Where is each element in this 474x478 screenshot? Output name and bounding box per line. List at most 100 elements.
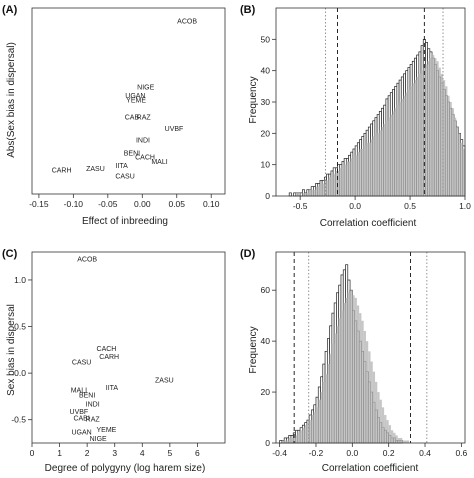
x-tick-label: -0.2	[309, 448, 324, 458]
panel-d-y-ticks: 0 20 40 60	[261, 285, 276, 448]
histogram-bar	[434, 58, 437, 197]
panel-a-ylabel: Abs(Sex bias in dispersal)	[6, 42, 17, 158]
histogram-bar	[297, 192, 301, 196]
x-tick-label: -0.10	[64, 199, 84, 209]
histogram-bar	[372, 371, 376, 443]
point-label: NIGE	[137, 85, 154, 92]
histogram-bar	[309, 420, 312, 443]
panel-a: (A) Abs(Sex bias in dispersal) Effect of…	[2, 4, 226, 227]
histogram-bar	[363, 145, 367, 196]
histogram-bar	[343, 302, 346, 443]
histogram-bar	[377, 392, 380, 443]
x-tick-label: 0.4	[419, 448, 431, 458]
y-tick-label: 40	[261, 66, 271, 76]
histogram-bar	[322, 381, 326, 443]
histogram-bar	[388, 117, 391, 196]
histogram-bar	[357, 152, 360, 196]
point-label: CAB	[125, 115, 140, 122]
histogram-bar	[368, 142, 371, 196]
histogram-bar	[354, 297, 357, 443]
panel-c-ylabel: Sex bias in dispersal	[6, 304, 17, 396]
point-label: IITA	[106, 385, 119, 392]
histogram-bar	[418, 73, 422, 196]
y-tick-label: 40	[261, 336, 271, 346]
histogram-bar	[361, 149, 364, 196]
histogram-bar	[399, 102, 402, 196]
histogram-bar	[372, 136, 375, 196]
histogram-bar	[290, 437, 294, 443]
panel-a-frame	[31, 7, 226, 195]
y-tick-label: 0.5	[14, 322, 26, 332]
histogram-bar	[395, 435, 398, 443]
histogram-bar	[350, 158, 353, 196]
y-tick-label: 0	[265, 191, 270, 201]
histogram-bar	[406, 440, 410, 443]
histogram-bar	[436, 61, 439, 197]
histogram-bar	[385, 120, 389, 196]
histogram-bar	[356, 305, 360, 443]
point-label: RAZ	[86, 417, 101, 424]
point-label: ACOB	[77, 256, 97, 263]
panel-b-xlabel: Correlation coefficient	[320, 218, 417, 229]
point-label: CARH	[99, 354, 119, 361]
histogram-bar	[336, 325, 339, 443]
y-tick-label: 1.0	[14, 275, 26, 285]
panel-b-letter: (B)	[240, 4, 256, 16]
histogram-bar	[306, 422, 310, 443]
histogram-bar	[397, 437, 401, 443]
x-tick-label: -0.05	[98, 199, 118, 209]
histogram-bar	[315, 186, 318, 196]
x-tick-label: 0.5	[404, 201, 416, 211]
panel-c-xlabel: Degree of polygyny (log harem size)	[45, 463, 206, 474]
panel-d-x-ticks: -0.4 -0.2 0.0 0.2 0.4 0.6	[272, 443, 468, 458]
point-label: CARH	[52, 168, 72, 175]
histogram-bar	[304, 192, 307, 196]
histogram-bar	[350, 290, 353, 443]
histogram-bar	[359, 313, 362, 443]
point-label: INDI	[86, 402, 100, 409]
histogram-bar	[425, 64, 428, 197]
panel-b-frame	[275, 7, 466, 197]
panel-c-x-ticks: 0 1 2 3 4 5 6	[30, 443, 200, 458]
histogram-bar	[327, 364, 330, 443]
histogram-bar	[375, 381, 378, 443]
histogram-bar	[438, 67, 441, 197]
panel-b-x-ticks: -0.5 0.0 0.5 1.0	[293, 196, 471, 211]
histogram-bar	[288, 192, 292, 197]
point-label: UVBF	[70, 409, 89, 416]
histogram-bar	[313, 412, 316, 443]
panel-d: (D) Frequency Correlation coefficient -0…	[240, 248, 468, 474]
histogram-bar	[352, 155, 356, 196]
histogram-bar	[322, 183, 325, 196]
histogram-bar	[281, 440, 285, 443]
histogram-bar	[340, 310, 344, 443]
histogram-bar	[366, 142, 369, 196]
x-tick-label: 0.0	[349, 201, 361, 211]
histogram-bar	[313, 189, 316, 196]
histogram-bar	[377, 133, 380, 196]
y-tick-label: 30	[261, 97, 271, 107]
histogram-bar	[449, 102, 452, 196]
histogram-bar	[400, 437, 403, 443]
histogram-bar	[363, 330, 366, 443]
histogram-bar	[443, 80, 446, 196]
histogram-bar	[344, 164, 347, 196]
histogram-bar	[429, 58, 433, 197]
histogram-bar	[295, 435, 298, 443]
histogram-bar	[381, 407, 385, 443]
histogram-bar	[339, 167, 342, 196]
histogram-bar	[352, 295, 355, 443]
histogram-bar	[295, 192, 298, 196]
histogram-bar	[456, 127, 459, 196]
histogram-bar	[317, 186, 320, 196]
histogram-bar	[379, 399, 382, 443]
histogram-bar	[319, 183, 323, 196]
histogram-bar	[333, 174, 336, 196]
histogram-bar	[325, 374, 328, 443]
histogram-bar	[328, 177, 331, 196]
histogram-bar	[403, 95, 406, 196]
y-tick-label: 0	[265, 438, 270, 448]
point-label: NIGE	[90, 436, 107, 443]
point-label: BENI	[79, 392, 95, 399]
